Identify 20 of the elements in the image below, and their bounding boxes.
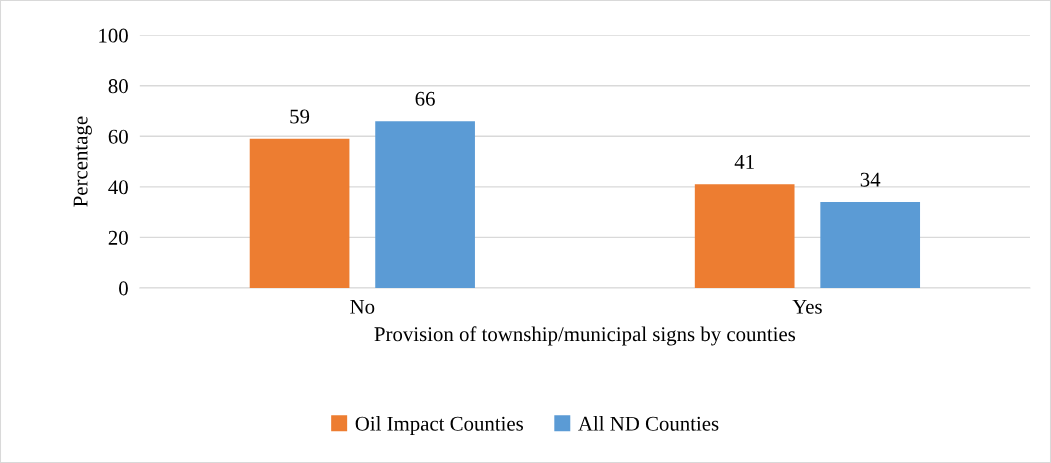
y-axis-title: Percentage bbox=[73, 116, 92, 207]
legend-label: All ND Counties bbox=[578, 416, 719, 431]
x-tick-label: Yes bbox=[792, 299, 822, 314]
data-label: 59 bbox=[290, 109, 310, 124]
y-tick-label: 40 bbox=[108, 180, 128, 195]
legend-label: Oil Impact Counties bbox=[355, 416, 523, 435]
bar bbox=[375, 121, 475, 288]
y-tick-label: 60 bbox=[108, 129, 128, 144]
data-label: 66 bbox=[415, 91, 435, 106]
y-tick-label: 80 bbox=[108, 79, 128, 94]
x-axis-title: Provision of township/municipal signs by counties bbox=[374, 326, 796, 346]
x-tick-label: No bbox=[350, 299, 375, 314]
y-tick-label: 0 bbox=[119, 281, 128, 296]
data-label: 41 bbox=[734, 155, 754, 169]
data-label: 34 bbox=[860, 172, 881, 187]
y-tick-label: 100 bbox=[99, 28, 128, 43]
bar bbox=[694, 184, 795, 288]
y-tick-label: 20 bbox=[108, 230, 128, 245]
bar bbox=[249, 138, 350, 288]
bar bbox=[820, 202, 921, 288]
